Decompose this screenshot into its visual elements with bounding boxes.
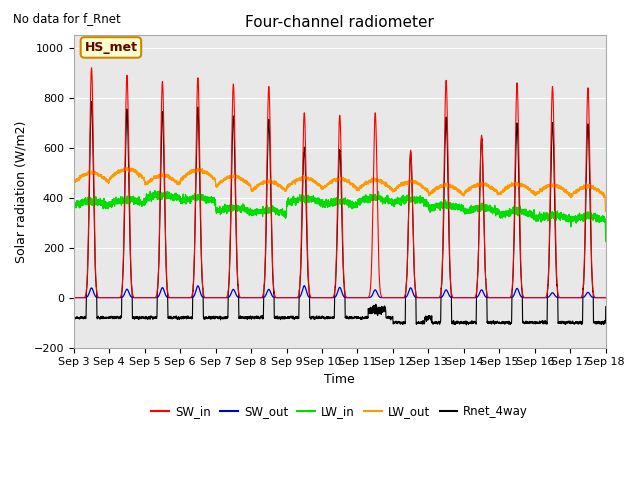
LW_in [459, 207, 467, 213]
LW_in [70, 204, 77, 210]
SW_out [300, 283, 308, 288]
LW_in [251, 209, 259, 215]
SW_in [70, 295, 77, 300]
LW_in [474, 204, 481, 209]
Rnet_4way [322, 315, 330, 321]
Rnet_4way [463, 322, 470, 328]
Text: HS_met: HS_met [84, 41, 138, 54]
Rnet_4way [70, 314, 77, 320]
SW_in [580, 281, 588, 287]
SW_in [474, 274, 481, 279]
SW_out [322, 295, 330, 300]
LW_out [70, 180, 77, 185]
Rnet_4way [251, 315, 259, 321]
Line: SW_in: SW_in [74, 68, 605, 298]
LW_in [573, 216, 580, 222]
LW_out [459, 192, 467, 197]
SW_out [251, 295, 259, 300]
LW_in [580, 215, 588, 221]
SW_out [573, 295, 580, 300]
LW_out [580, 184, 588, 190]
LW_out [602, 208, 609, 214]
Line: LW_out: LW_out [74, 168, 605, 212]
LW_out [251, 183, 259, 189]
SW_in [573, 295, 580, 300]
Rnet_4way [474, 273, 481, 279]
SW_in [88, 65, 95, 71]
SW_out [602, 295, 609, 300]
LW_in [151, 188, 159, 193]
Title: Four-channel radiometer: Four-channel radiometer [245, 15, 434, 30]
Legend: SW_in, SW_out, LW_in, LW_out, Rnet_4way: SW_in, SW_out, LW_in, LW_out, Rnet_4way [147, 400, 533, 423]
SW_in [322, 295, 330, 300]
Rnet_4way [602, 304, 609, 310]
LW_out [573, 188, 580, 194]
LW_in [602, 239, 609, 244]
LW_out [322, 184, 330, 190]
SW_in [251, 295, 259, 300]
Rnet_4way [459, 320, 467, 325]
LW_out [602, 209, 609, 215]
Rnet_4way [580, 283, 588, 288]
SW_out [459, 295, 467, 300]
Rnet_4way [573, 319, 580, 324]
SW_in [459, 295, 467, 300]
Line: LW_in: LW_in [74, 191, 605, 241]
SW_out [70, 295, 77, 300]
LW_out [124, 165, 131, 170]
SW_out [474, 294, 481, 300]
Y-axis label: Solar radiation (W/m2): Solar radiation (W/m2) [15, 120, 28, 263]
SW_out [580, 294, 588, 300]
Rnet_4way [88, 99, 95, 105]
Line: Rnet_4way: Rnet_4way [74, 102, 605, 325]
LW_out [474, 180, 481, 186]
LW_in [322, 201, 330, 206]
X-axis label: Time: Time [324, 373, 355, 386]
SW_in [602, 295, 609, 300]
Text: No data for f_Rnet: No data for f_Rnet [13, 12, 120, 25]
Line: SW_out: SW_out [74, 286, 605, 298]
